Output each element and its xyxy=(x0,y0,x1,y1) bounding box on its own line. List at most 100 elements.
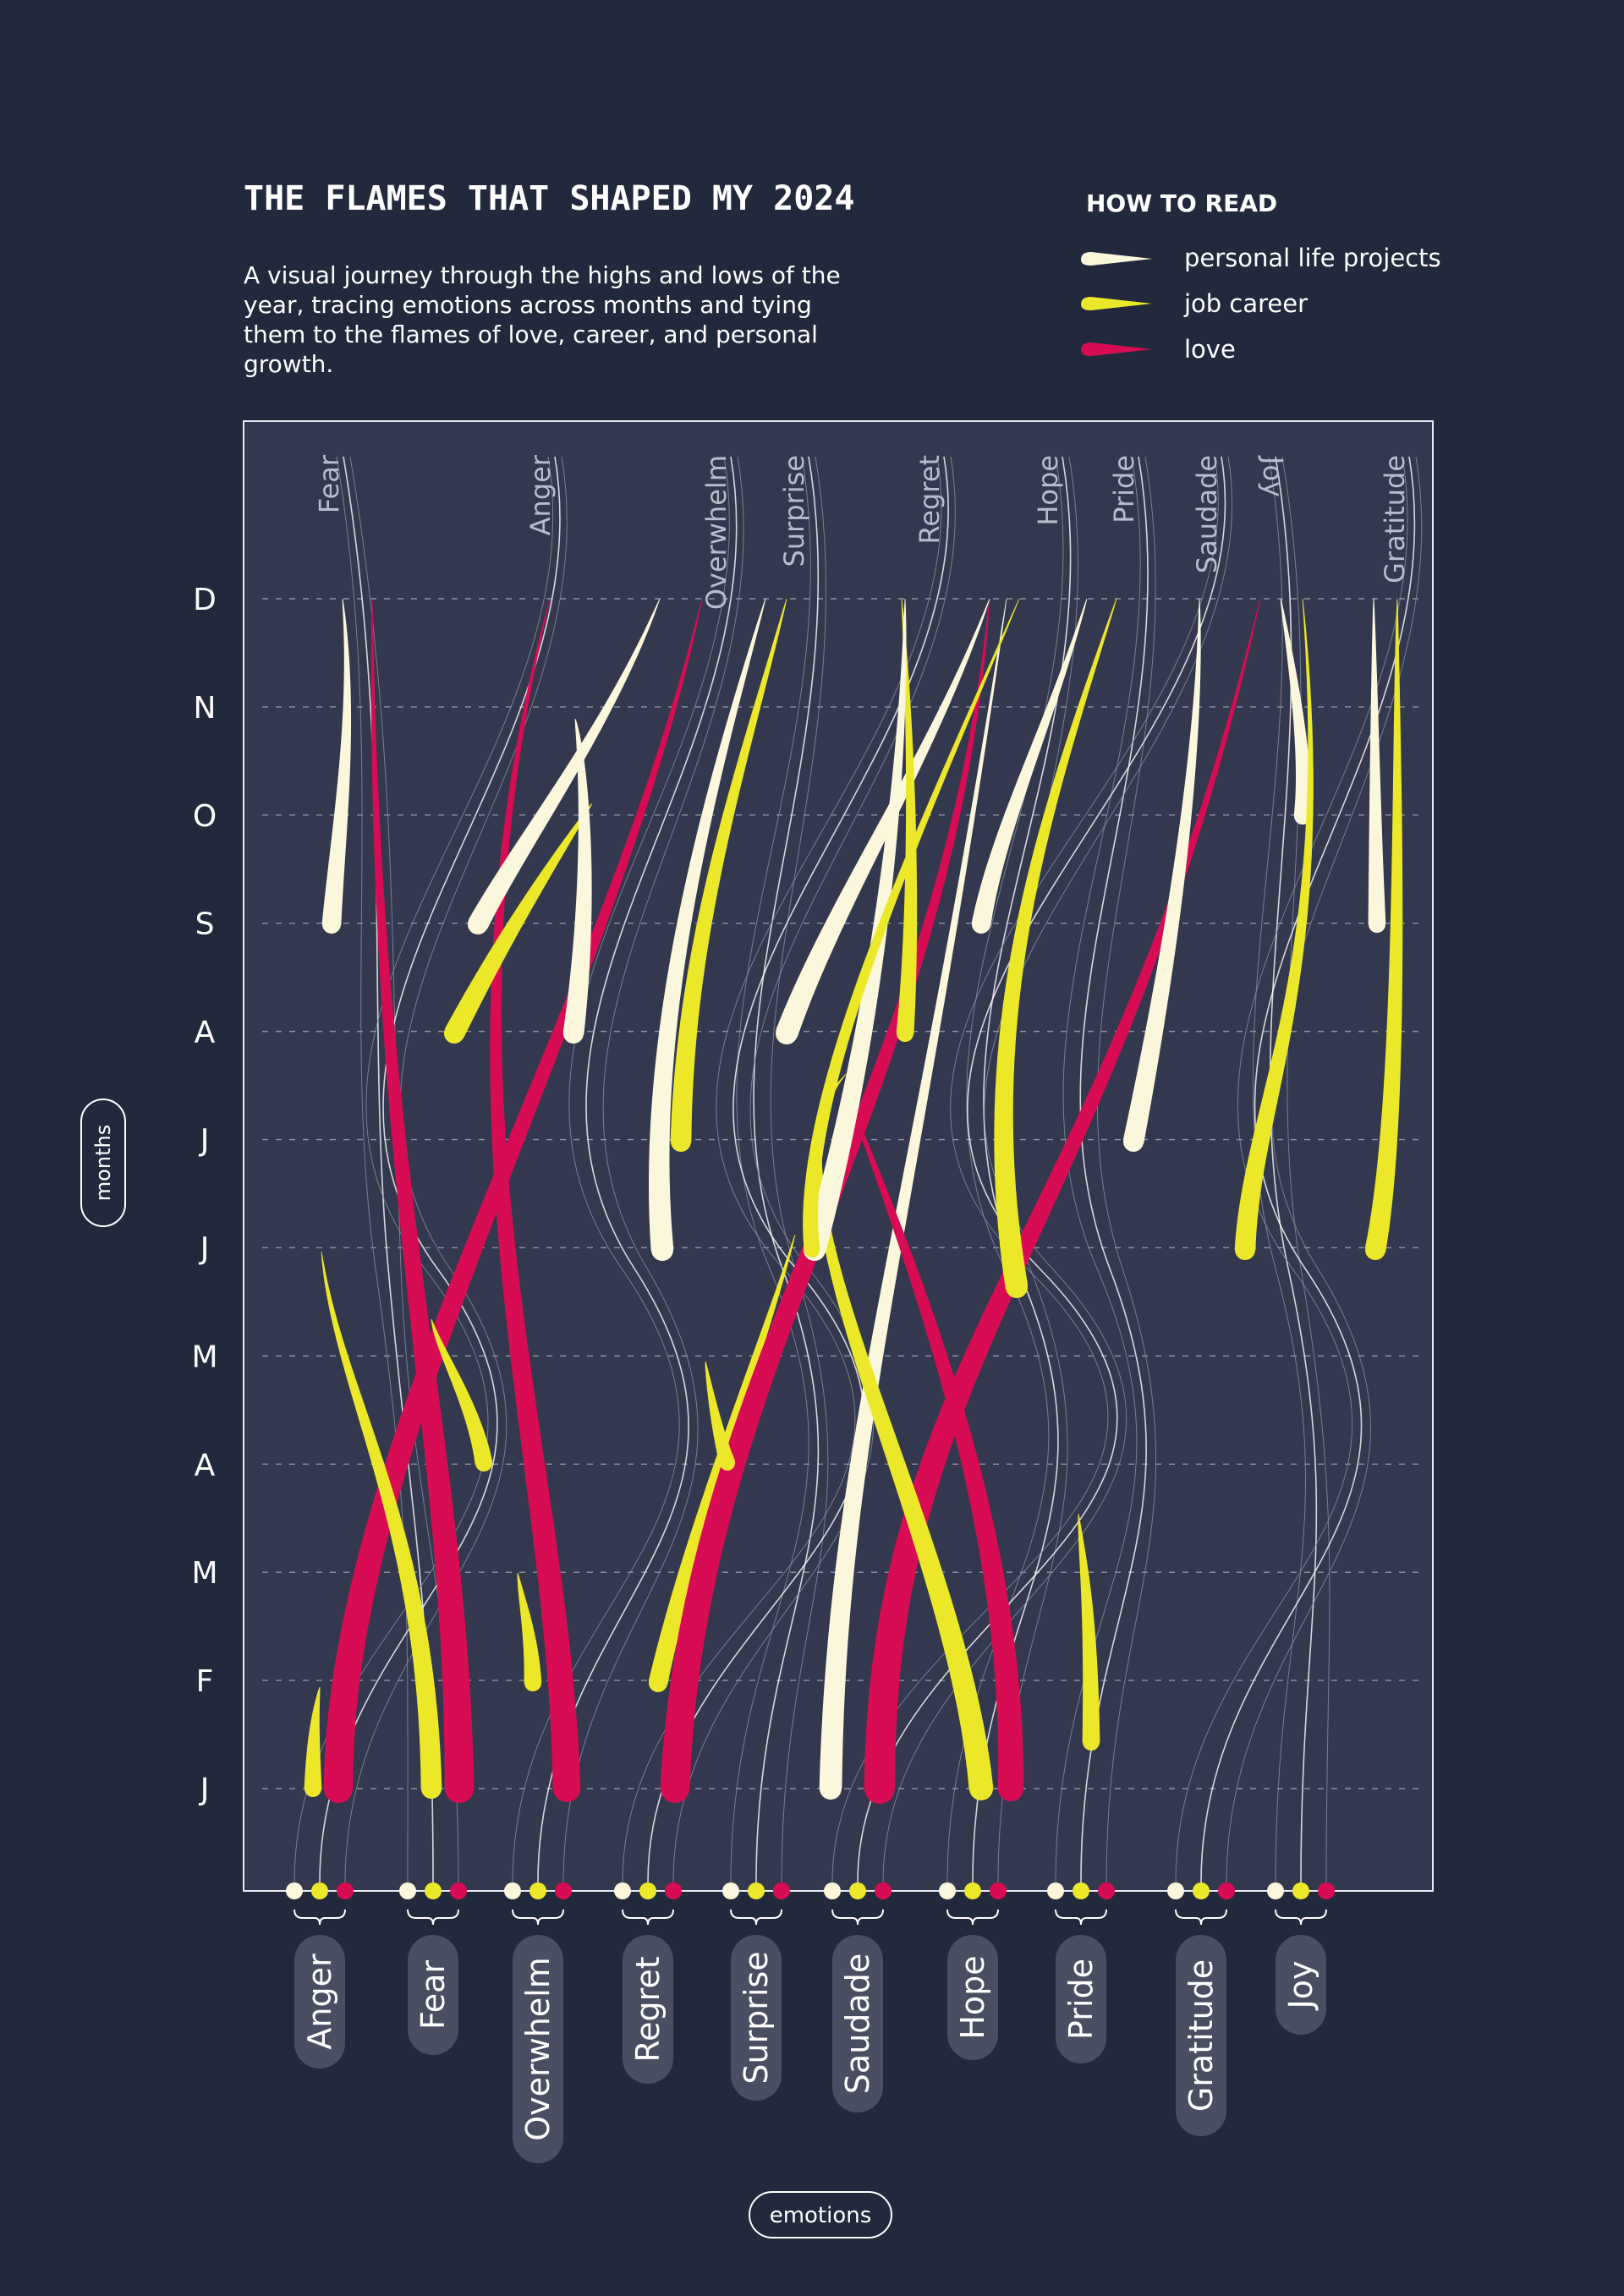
top-emotion-label: Overwhelm xyxy=(700,455,732,610)
emotion-label-saudade: Saudade xyxy=(839,1954,876,2094)
flame-base xyxy=(1123,1132,1144,1152)
top-emotion-label: Anger xyxy=(524,454,557,535)
month-label: D xyxy=(193,583,217,617)
flame-body xyxy=(994,598,1117,1290)
top-emotion-label: Surprise xyxy=(778,455,810,567)
month-label: S xyxy=(195,907,215,942)
flame-anger-personal xyxy=(468,598,661,934)
bottom-emotion-labels: Anger Fear Overwhelm Regret Surprise Saudade H… xyxy=(294,1935,1326,2163)
emotion-thread xyxy=(1175,456,1408,1883)
flame-saudade-love xyxy=(864,598,1261,1804)
emotion-thread xyxy=(294,456,554,1883)
flame-base xyxy=(563,1023,584,1044)
emotion-thread xyxy=(512,456,730,1883)
emotion-bracket xyxy=(831,1909,884,1926)
flame-surprise-career xyxy=(705,1361,735,1471)
month-label: M xyxy=(191,1340,217,1374)
y-axis-label-pill: months xyxy=(80,1099,126,1227)
flame-body xyxy=(845,1090,1024,1789)
flame-body xyxy=(971,598,1088,926)
flame-body xyxy=(431,1318,493,1465)
y-axis-label: months xyxy=(91,1125,115,1201)
month-label: A xyxy=(195,1448,216,1482)
legend-label-career: job career xyxy=(1183,289,1308,318)
flame-base xyxy=(1083,1734,1100,1751)
flame-surprise-personal xyxy=(648,598,766,1261)
emotion-thread xyxy=(336,456,409,1883)
emotion-label-anger: Anger xyxy=(301,1954,338,2050)
emotion-bracket xyxy=(1055,1909,1107,1926)
flame-base xyxy=(421,1778,442,1799)
month-axis: J F M A M J J A S O N D xyxy=(191,583,217,1807)
flame-fear-love xyxy=(370,599,475,1803)
flame-base xyxy=(651,1239,673,1261)
flame-gratitude-career xyxy=(1364,598,1403,1260)
flame-body xyxy=(321,598,352,925)
month-label: N xyxy=(194,691,217,726)
legend-title: HOW TO READ xyxy=(1086,189,1277,217)
y-axis-pill-outline xyxy=(80,1099,126,1227)
emotion-dot-personal xyxy=(399,1882,416,1899)
subtitle-line: growth. xyxy=(244,350,333,378)
flame-body xyxy=(490,598,581,1789)
flame-base xyxy=(1365,1240,1385,1260)
emotion-dot-career xyxy=(425,1882,442,1899)
emotion-bracket xyxy=(1275,1909,1327,1926)
emotion-pill xyxy=(1276,1935,1326,2035)
emotion-bracket xyxy=(622,1909,674,1926)
flame-regret-career xyxy=(896,598,918,1042)
emotion-thread xyxy=(831,456,1219,1883)
top-emotion-label: Pride xyxy=(1108,455,1140,523)
top-emotion-label: Joy xyxy=(1257,455,1289,497)
month-label: A xyxy=(195,1016,216,1050)
emotion-dot-love xyxy=(990,1882,1007,1899)
emotion-thread xyxy=(562,456,744,1883)
flame-base xyxy=(864,1773,895,1804)
flame-body xyxy=(562,718,592,1035)
flame-base xyxy=(661,1774,689,1803)
flame-base xyxy=(804,1242,820,1258)
flame-body xyxy=(1364,598,1403,1252)
flame-saudade-personal xyxy=(819,598,1007,1800)
emotion-pill xyxy=(731,1935,782,2101)
flame-base xyxy=(324,1774,353,1803)
emotion-label-surprise: Surprise xyxy=(738,1951,775,2084)
emotion-thread xyxy=(1252,456,1307,1883)
emotion-dot-love xyxy=(665,1882,682,1899)
flame-anger-personal xyxy=(562,718,592,1044)
emotion-dots xyxy=(286,1882,1335,1926)
flame-base xyxy=(444,1023,464,1044)
flame-hope-personal xyxy=(971,598,1088,934)
flame-anger-career xyxy=(444,803,593,1044)
emotion-dot-love xyxy=(1218,1882,1235,1899)
flame-body xyxy=(815,1073,994,1790)
emotion-dot-love xyxy=(337,1882,354,1899)
chart-title: THE FLAMES THAT SHAPED MY 2024 xyxy=(244,179,854,218)
flame-body xyxy=(370,599,475,1789)
flame-body xyxy=(517,1572,542,1684)
emotion-dot-career xyxy=(849,1882,866,1899)
flame-base xyxy=(322,915,341,934)
emotion-thread xyxy=(882,456,1233,1883)
legend-swatch-career xyxy=(1081,297,1152,310)
emotion-dot-personal xyxy=(824,1882,841,1899)
month-label: J xyxy=(199,1231,210,1266)
flame-base xyxy=(468,914,488,934)
emotion-label-gratitude: Gratitude xyxy=(1182,1959,1220,2112)
emotion-dot-personal xyxy=(722,1882,739,1899)
emotion-label-hope: Hope xyxy=(954,1955,991,2039)
flame-surprise-career xyxy=(670,598,787,1152)
legend-swatch-personal xyxy=(1081,252,1152,266)
top-emotion-labels: Fear Anger Overwhelm Surprise Regret Hope Prid… xyxy=(313,454,1411,610)
flame-body xyxy=(1078,1513,1100,1742)
flame-body xyxy=(1122,598,1201,1144)
emotion-bracket xyxy=(730,1909,782,1926)
flame-body xyxy=(896,598,918,1034)
flame-body xyxy=(648,598,766,1252)
emotion-dot-love xyxy=(555,1882,572,1899)
emotion-bracket xyxy=(1175,1909,1227,1926)
emotion-dot-career xyxy=(964,1882,981,1899)
emotion-dot-love xyxy=(773,1882,790,1899)
flame-anger-love xyxy=(323,598,703,1803)
